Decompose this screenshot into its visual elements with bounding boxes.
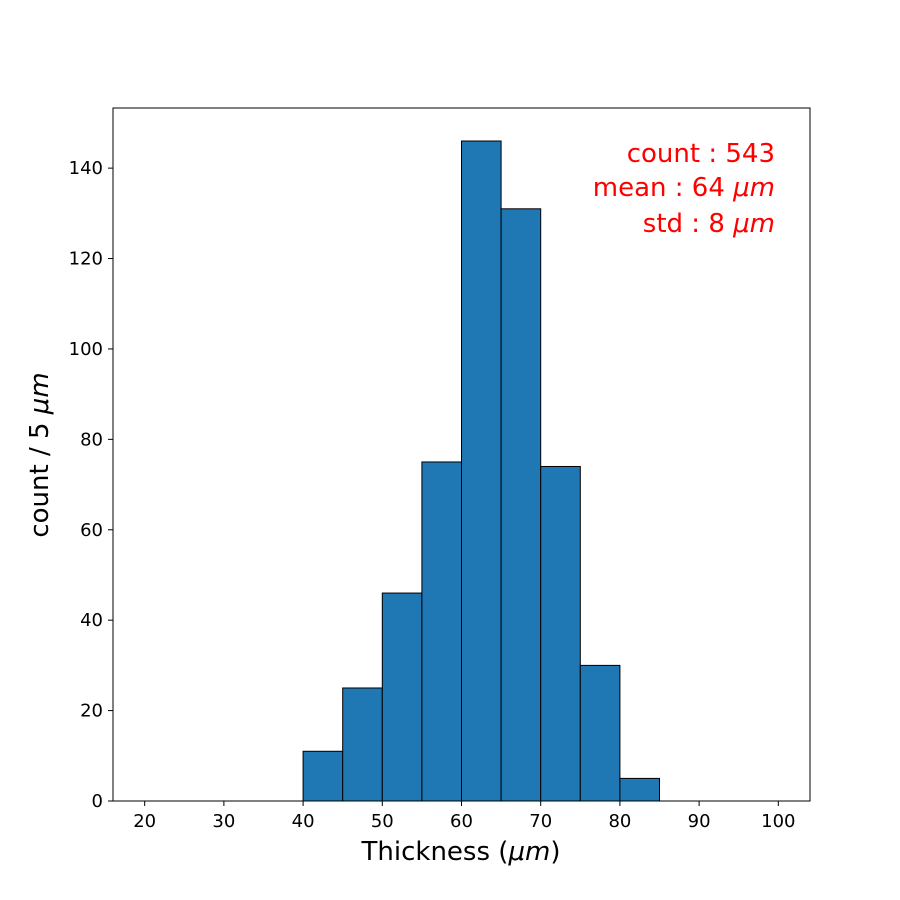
- x-tick-label: 20: [133, 811, 156, 832]
- histogram-bar: [302, 750, 344, 802]
- x-tick-label: 90: [688, 811, 711, 832]
- y-axis-ticks: 0 20 40 60 80 100 120 140: [69, 158, 113, 812]
- histogram-bar: [579, 664, 621, 802]
- stats-annotation: count : 543 mean : 64 μm std : 8 μm: [593, 139, 775, 239]
- y-axis-label: count / 5 μm: [25, 372, 55, 537]
- x-tick-label: 80: [608, 811, 631, 832]
- x-tick-label: 100: [761, 811, 795, 832]
- y-tick-label: 140: [69, 158, 103, 179]
- y-tick-label: 100: [69, 339, 103, 360]
- histogram-bar: [500, 208, 542, 802]
- x-tick-label: 40: [292, 811, 315, 832]
- histogram-bar: [540, 465, 581, 802]
- x-tick-label: 60: [450, 811, 473, 832]
- mean-annotation: mean : 64 μm: [593, 173, 775, 203]
- y-tick-label: 120: [69, 249, 103, 270]
- x-tick-label: 70: [529, 811, 552, 832]
- histogram-bar: [461, 140, 502, 802]
- y-tick-label: 0: [92, 791, 103, 812]
- y-tick-label: 60: [80, 520, 103, 541]
- histogram-bars: [302, 140, 661, 802]
- histogram-bar: [421, 461, 463, 802]
- histogram-bar: [342, 687, 383, 802]
- y-tick-label: 20: [80, 701, 103, 722]
- histogram-bar: [381, 592, 423, 802]
- std-annotation: std : 8 μm: [643, 209, 775, 239]
- x-tick-label: 30: [212, 811, 235, 832]
- histogram-bar: [619, 777, 661, 802]
- y-tick-label: 80: [80, 429, 103, 450]
- x-axis-ticks: 20 30 40 50 60 70 80 90 100: [133, 801, 795, 832]
- count-annotation: count : 543: [627, 139, 775, 169]
- y-tick-label: 40: [80, 610, 103, 631]
- x-tick-label: 50: [371, 811, 394, 832]
- x-axis-label: Thickness (μm): [361, 837, 561, 867]
